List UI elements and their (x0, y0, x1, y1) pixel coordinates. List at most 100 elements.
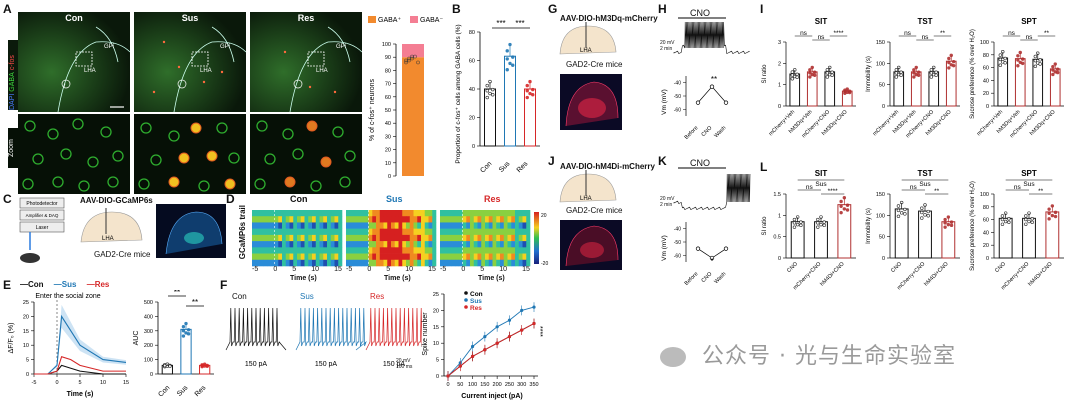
heatmap-cell (293, 228, 298, 236)
data-point (816, 221, 820, 225)
watermark: 公众号 · 光与生命实验室 (660, 338, 956, 370)
heatmap-cell (361, 228, 366, 236)
heatmap-cell (522, 234, 527, 242)
heatmap-cell (406, 234, 411, 242)
heatmap-cell (481, 253, 486, 261)
heatmap-cell (368, 222, 373, 229)
heatmap-cell (518, 228, 523, 236)
heatmap-cell (361, 259, 366, 267)
d-xtick: 0 (273, 266, 278, 273)
ytick-label: 0.5 (773, 235, 781, 241)
heatmap-cell (492, 253, 497, 261)
sig-label: ns (910, 184, 918, 191)
heatmap-cell (500, 234, 505, 242)
zoom-res-cells (254, 120, 356, 192)
k-scale: 20 mV 2 min (660, 196, 674, 208)
heatmap-cell (451, 253, 456, 261)
vm-ytick-label: -40 (674, 81, 681, 87)
e-annotation: Enter the social zone (35, 293, 100, 300)
data-point (511, 55, 515, 59)
heatmap-cell (488, 228, 493, 236)
heatmap-cell (391, 259, 396, 267)
heatmap-cell (492, 241, 497, 248)
heatmap-cell (485, 216, 490, 223)
data-point (491, 92, 495, 97)
k-xtick: Before (684, 271, 700, 286)
heatmap-cell (304, 222, 309, 229)
heatmap-cell (387, 259, 392, 267)
heatmap-cell (507, 241, 512, 248)
heatmap-cell (485, 253, 490, 261)
heatmap-cell (526, 253, 531, 261)
heatmap-cell (274, 210, 279, 217)
g-virus: AAV-DIO-hM3Dq-mCherry (560, 14, 658, 23)
heatmap-cell (406, 210, 411, 217)
heatmap-cell (462, 216, 467, 223)
heatmap-cell (409, 241, 414, 248)
heatmap-cell (312, 259, 317, 267)
f-line-res (447, 323, 535, 377)
heatmap-cell (477, 222, 482, 229)
data-point (205, 364, 209, 368)
heatmap-cell (319, 228, 324, 236)
chart-xlabel: hM4Di+CNO (1027, 261, 1054, 288)
heatmap-cell (473, 253, 478, 261)
heatmap-cell (421, 247, 426, 254)
heatmap-cell (477, 253, 482, 261)
heatmap-cell (278, 228, 283, 236)
heatmap-cell (372, 222, 377, 229)
heatmap-cell (255, 234, 260, 242)
heatmap-cell (424, 259, 429, 267)
f-line-sus (447, 306, 535, 377)
data-point (485, 83, 489, 88)
data-point (792, 225, 797, 229)
heatmap-cell (511, 228, 516, 236)
heatmap-cell (455, 241, 460, 248)
heatmap-cell (330, 210, 335, 217)
heatmap-cell (315, 234, 320, 242)
chart-xlabel: hM4Di+CNO (819, 261, 846, 288)
f-point-res (507, 335, 512, 339)
heatmap-cell (485, 228, 490, 236)
data-point (485, 95, 489, 100)
heatmap-cell (470, 210, 475, 217)
data-point (511, 63, 515, 67)
data-point (528, 91, 532, 96)
data-point (1051, 68, 1055, 72)
heatmap-cell (297, 234, 302, 242)
heatmap-cell (308, 247, 313, 254)
ytick-label: 100 (980, 192, 989, 198)
heatmap-cell (252, 222, 257, 229)
heatmap-cell (413, 222, 418, 229)
heatmap-cell (270, 216, 275, 223)
data-point (165, 362, 170, 366)
heatmap-cell (409, 259, 414, 267)
heatmap-cell (488, 259, 493, 267)
heatmap-cell (255, 241, 260, 248)
heatmap-cell (443, 241, 448, 248)
heatmap-cell (488, 253, 493, 261)
heatmap-cell (481, 210, 486, 217)
zoom-con-cells (22, 118, 124, 192)
heatmap-cell (402, 241, 407, 248)
e-ytick-label: 0 (26, 372, 29, 378)
heatmap-cell (387, 222, 392, 229)
heatmap-cell (349, 259, 354, 267)
heatmap-cell (515, 253, 520, 261)
heatmap-cell (289, 241, 294, 248)
heatmap-cell (447, 241, 452, 248)
heatmap-cell (278, 234, 283, 242)
data-point (830, 73, 834, 77)
data-point (491, 87, 495, 92)
heatmap-cell (447, 234, 452, 242)
data-point (505, 57, 509, 61)
data-point (816, 225, 820, 229)
f-spike-trace-res (365, 307, 422, 351)
e-legend-con: —Con (20, 280, 44, 289)
data-point (186, 328, 191, 332)
heatmap-cell (455, 216, 460, 223)
heatmap-cell (323, 210, 328, 217)
d-xtick: 15 (428, 266, 436, 273)
f-spike-trace-con (225, 307, 287, 351)
